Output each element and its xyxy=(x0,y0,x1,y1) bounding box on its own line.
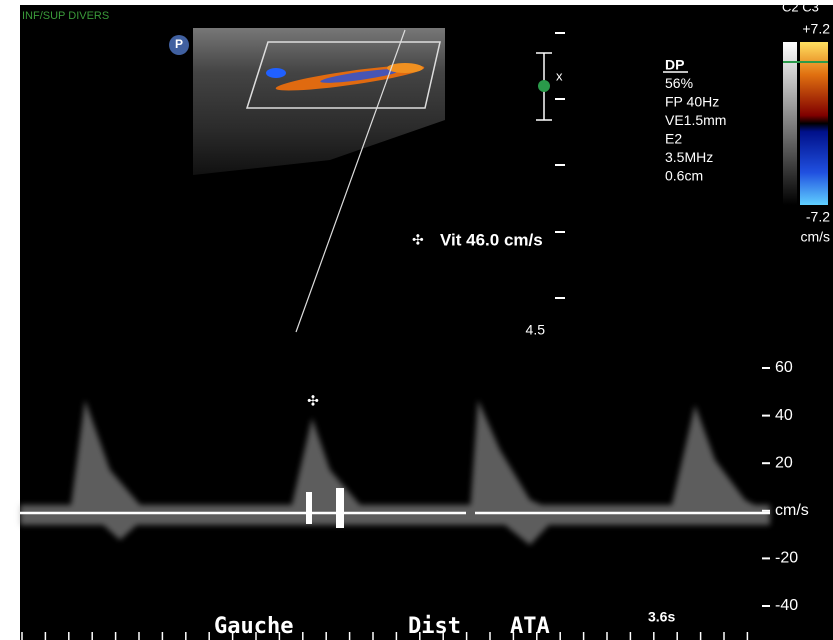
cursor-marker: x xyxy=(556,68,563,83)
parameter: FP 40Hz xyxy=(665,94,719,110)
parameter: 56% xyxy=(665,75,693,91)
annotation: ATA xyxy=(510,614,550,639)
color-scale-min: -7.2 xyxy=(806,209,830,225)
velocity-label: -20 xyxy=(775,550,798,567)
color-flow xyxy=(266,68,286,78)
parameter: DP xyxy=(665,57,684,73)
velocity-label: 40 xyxy=(775,407,793,424)
exam-label: INF/SUP DIVERS xyxy=(22,10,109,22)
velocity-label: -40 xyxy=(775,597,798,614)
crosshair: ✣ xyxy=(412,232,424,248)
color-scale-max: +7.2 xyxy=(802,21,830,37)
crosshair: ✣ xyxy=(307,393,319,409)
color-scale-unit: cm/s xyxy=(800,229,830,245)
parameter: VE1.5mm xyxy=(665,112,726,128)
ultrasound-screen: INF/SUP DIVERS P x 4.5 DP 56% FP 40Hz VE1.5… xyxy=(0,0,833,640)
gate-marker xyxy=(538,80,550,92)
depth-label: 4.5 xyxy=(526,322,546,338)
annotation: Dist xyxy=(408,614,461,639)
parameter: 0.6cm xyxy=(665,168,703,184)
velocity-label: 20 xyxy=(775,454,793,471)
annotation: Gauche xyxy=(214,614,293,639)
parameter: E2 xyxy=(665,131,682,147)
sweep-time: 3.6s xyxy=(648,609,675,625)
velocity-label: 60 xyxy=(775,359,793,376)
measurement: Vit 46.0 cm/s xyxy=(440,230,543,249)
color-scale-label: C2 C3 xyxy=(782,0,819,14)
gray-bar xyxy=(783,42,797,205)
velocity-label: cm/s xyxy=(775,502,809,519)
probe-badge-text: P xyxy=(175,37,183,51)
parameter: 3.5MHz xyxy=(665,149,713,165)
color-bar xyxy=(800,42,828,205)
